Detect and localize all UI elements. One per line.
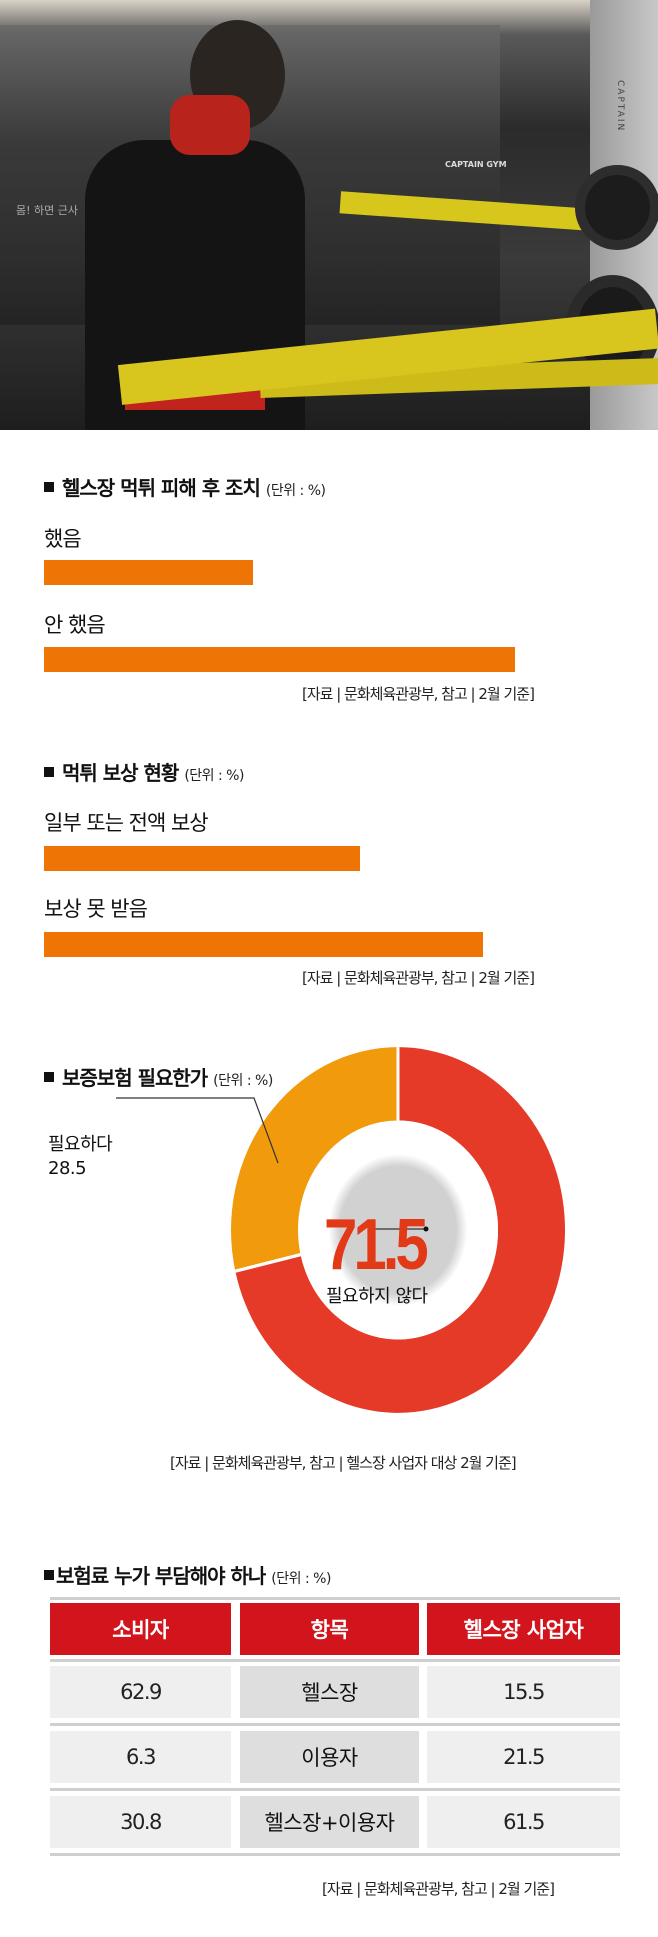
- section1-title: 헬스장 먹튀 피해 후 조치 (단위 : %): [44, 472, 326, 501]
- table-cell: 6.3: [50, 1731, 231, 1783]
- bar-label-partial-full: 일부 또는 전액 보상: [44, 811, 209, 835]
- weight-plate: [575, 165, 658, 250]
- source-note: [자료 | 문화체육관광부, 참고 | 2월 기준]: [302, 969, 535, 987]
- donut-slice-not-needed: [235, 1047, 566, 1413]
- source-note: [자료 | 문화체육관광부, 참고 | 2월 기준]: [302, 685, 535, 703]
- source-note: [자료 | 문화체육관광부, 참고 | 헬스장 사업자 대상 2월 기준]: [170, 1454, 517, 1472]
- bar-label-not-compensated: 보상 못 받음: [44, 897, 148, 921]
- bar-did-not: [44, 647, 515, 672]
- table-header-item: 항목: [240, 1603, 419, 1655]
- unit-label: (단위 : %): [265, 483, 326, 499]
- bar-did: [44, 560, 253, 585]
- table-divider: [50, 1597, 620, 1600]
- table-cell: 헬스장+이용자: [240, 1796, 419, 1848]
- section4-title: 보험료 누가 부담해야 하나 (단위 : %): [44, 1560, 331, 1589]
- red-towel: [170, 95, 250, 155]
- donut-svg: [116, 1047, 566, 1413]
- label-not-needed: 필요하지 않다: [326, 1286, 428, 1307]
- value-not-needed: 71.5: [324, 1204, 429, 1285]
- square-bullet-icon: [44, 767, 54, 777]
- table-divider: [50, 1659, 620, 1662]
- unit-label: (단위 : %): [213, 1073, 273, 1089]
- bar-partial-full: [44, 846, 360, 871]
- gym-photo: CAPTAIN 몸! 하면 근사 CAPTAIN GYM: [0, 0, 658, 430]
- square-bullet-icon: [44, 1570, 54, 1580]
- table-divider: [50, 1788, 620, 1791]
- label-needed: 필요하다 28.5: [48, 1134, 113, 1179]
- section3-title: 보증보험 필요한가 (단위 : %): [44, 1062, 273, 1091]
- table-header-gym-owner: 헬스장 사업자: [427, 1603, 620, 1655]
- table-divider: [50, 1723, 620, 1726]
- section2-title: 먹튀 보상 현황 (단위 : %): [44, 757, 244, 786]
- mirror-caption: 몸! 하면 근사: [16, 204, 79, 217]
- table-cell: 21.5: [427, 1731, 620, 1783]
- bar-label-did: 했음: [44, 527, 82, 551]
- table-cell: 61.5: [427, 1796, 620, 1848]
- leader-line-needed: [116, 1097, 279, 1164]
- table-divider: [50, 1853, 620, 1856]
- square-bullet-icon: [44, 1072, 54, 1082]
- shirt-text: CAPTAIN GYM: [445, 160, 507, 169]
- unit-label: (단위 : %): [184, 768, 244, 784]
- donut-chart: [116, 1045, 570, 1415]
- unit-label: (단위 : %): [271, 1571, 331, 1587]
- wall-sign-text: CAPTAIN: [615, 80, 625, 133]
- square-bullet-icon: [44, 482, 54, 492]
- bar-label-did-not: 안 했음: [44, 613, 106, 637]
- bar-not-compensated: [44, 932, 483, 957]
- value-needed: 28.5: [48, 1158, 87, 1179]
- table-cell: 62.9: [50, 1666, 231, 1718]
- table-cell: 헬스장: [240, 1666, 419, 1718]
- source-note: [자료 | 문화체육관광부, 참고 | 2월 기준]: [322, 1880, 555, 1898]
- table-header-consumer: 소비자: [50, 1603, 231, 1655]
- table-cell: 15.5: [427, 1666, 620, 1718]
- table-cell: 30.8: [50, 1796, 231, 1848]
- table-cell: 이용자: [240, 1731, 419, 1783]
